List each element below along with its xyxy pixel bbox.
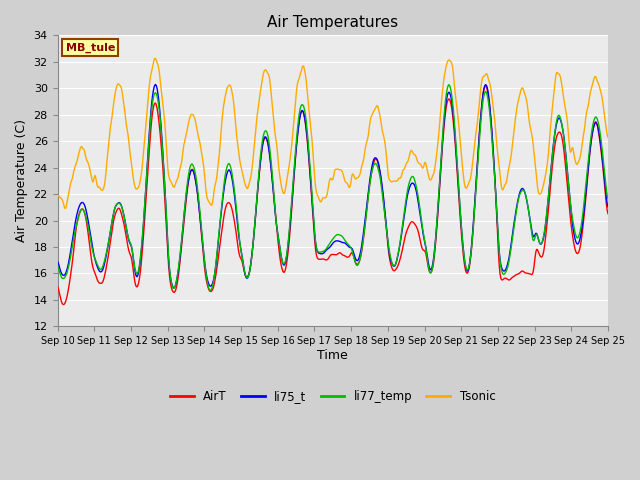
X-axis label: Time: Time: [317, 349, 348, 362]
Title: Air Temperatures: Air Temperatures: [268, 15, 398, 30]
Legend: AirT, li75_t, li77_temp, Tsonic: AirT, li75_t, li77_temp, Tsonic: [166, 385, 500, 408]
Y-axis label: Air Temperature (C): Air Temperature (C): [15, 120, 28, 242]
Text: MB_tule: MB_tule: [66, 43, 115, 53]
